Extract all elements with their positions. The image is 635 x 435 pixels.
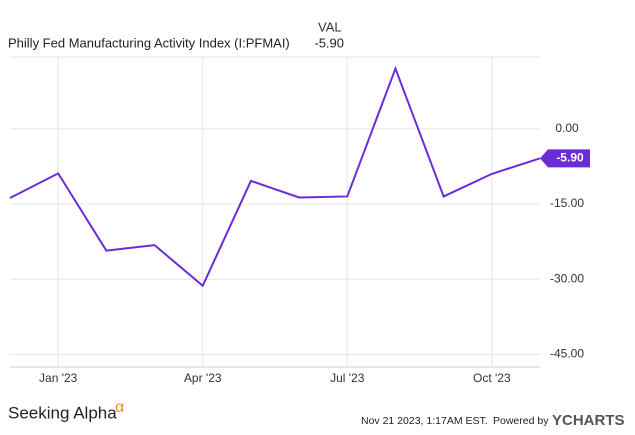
powered-by: Powered by bbox=[493, 415, 549, 427]
x-tick-label: Jul '23 bbox=[330, 371, 365, 385]
x-tick-label: Jan '23 bbox=[39, 371, 78, 385]
value-label: -5.90 bbox=[556, 150, 584, 164]
brand: Seeking Alpha bbox=[8, 403, 117, 422]
y-tick-label: -15.00 bbox=[550, 196, 584, 210]
column-header: VAL bbox=[318, 19, 342, 34]
y-tick-label: -30.00 bbox=[550, 271, 584, 285]
value-flag bbox=[540, 149, 590, 168]
y-tick-label: 0.00 bbox=[555, 121, 579, 135]
timestamp: Nov 21 2023, 1:17AM EST. bbox=[361, 415, 488, 427]
series-title: Philly Fed Manufacturing Activity Index … bbox=[8, 35, 290, 50]
brand-symbol: α bbox=[115, 399, 124, 416]
provider: YCHARTS bbox=[552, 412, 625, 429]
y-tick-label: -45.00 bbox=[550, 347, 584, 361]
x-tick-label: Apr '23 bbox=[184, 371, 222, 385]
series-line bbox=[9, 65, 541, 288]
x-tick-label: Oct '23 bbox=[473, 371, 511, 385]
latest-value: -5.90 bbox=[314, 35, 344, 50]
